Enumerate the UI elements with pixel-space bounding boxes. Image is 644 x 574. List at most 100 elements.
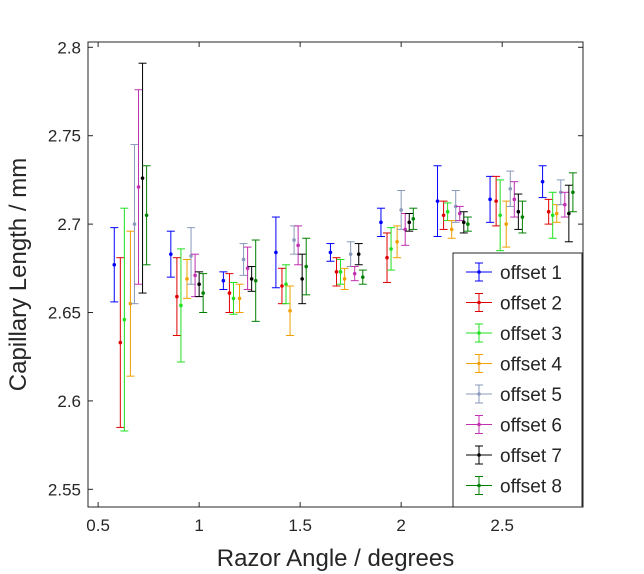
data-point <box>407 220 412 225</box>
data-point <box>571 190 575 195</box>
legend-item[interactable]: offset 7 <box>466 445 562 467</box>
plot-frame <box>87 41 584 508</box>
legend-item[interactable]: offset 5 <box>466 384 562 406</box>
data-point <box>132 222 137 226</box>
data-point <box>189 254 193 258</box>
data-point <box>221 278 226 283</box>
data-point <box>292 238 296 242</box>
legend-swatch-dot <box>477 453 481 457</box>
data-point <box>356 252 361 256</box>
data-point <box>563 202 567 207</box>
data-point <box>498 213 502 218</box>
data-point <box>360 275 365 279</box>
legend-item[interactable]: offset 4 <box>466 354 562 376</box>
y-tick-label: 2.7 <box>57 215 81 234</box>
legend-swatch-dot <box>477 270 481 274</box>
legend-label: offset 2 <box>500 294 562 315</box>
data-point <box>231 296 236 301</box>
legend-label: offset 1 <box>500 263 562 284</box>
data-point <box>122 317 127 322</box>
data-point <box>466 222 470 226</box>
data-point <box>385 255 389 260</box>
legend-item[interactable]: offset 2 <box>466 293 562 315</box>
data-point <box>296 243 300 248</box>
x-tick-label: 1.5 <box>288 516 312 535</box>
data-point <box>399 208 403 212</box>
data-point <box>185 277 189 281</box>
y-tick-label: 2.75 <box>48 127 81 146</box>
x-tick-label: 2.5 <box>490 516 514 535</box>
data-point <box>435 199 440 203</box>
legend-label: offset 8 <box>500 477 562 498</box>
data-point <box>245 266 250 271</box>
data-point <box>441 213 446 218</box>
legend-swatch-dot <box>477 392 481 396</box>
data-point <box>411 217 416 221</box>
legend-item[interactable]: offset 1 <box>466 262 562 284</box>
data-point <box>253 278 258 283</box>
data-point <box>288 308 292 313</box>
axis-ticks: 0.5 1 1.5 2 2.5 2.55 2.6 2.65 2.7 2.75 2.8 <box>48 38 583 535</box>
data-point <box>453 204 458 209</box>
data-point <box>488 197 492 202</box>
legend-label: offset 7 <box>500 446 562 467</box>
data-point <box>274 250 278 255</box>
legend-swatch-dot <box>477 361 481 366</box>
data-point <box>512 197 517 202</box>
data-point <box>395 239 399 244</box>
series-5 <box>130 144 565 305</box>
data-point <box>300 277 304 281</box>
data-point <box>403 227 408 232</box>
data-point <box>352 271 357 276</box>
data-point <box>241 257 246 262</box>
data-point <box>201 291 205 295</box>
data-point <box>494 199 498 203</box>
data-point <box>112 262 117 267</box>
x-tick-label: 0.5 <box>86 516 110 535</box>
data-point <box>558 190 563 195</box>
data-point <box>567 211 571 216</box>
legend-label: offset 3 <box>500 324 562 345</box>
data-point <box>516 209 521 214</box>
legend-item[interactable]: offset 6 <box>466 415 562 437</box>
data-point <box>348 252 353 256</box>
y-axis-label: Capillary Length / mm <box>5 158 32 391</box>
data-point <box>338 270 343 274</box>
y-tick-label: 2.65 <box>48 304 81 323</box>
data-point <box>504 222 509 226</box>
legend-label: offset 4 <box>500 355 562 376</box>
data-point <box>334 270 339 274</box>
data-marks <box>110 62 577 432</box>
data-point <box>237 296 242 301</box>
data-point <box>328 250 333 255</box>
data-point <box>227 291 232 295</box>
data-point <box>175 294 179 299</box>
y-tick-label: 2.8 <box>57 38 81 57</box>
data-point <box>540 179 545 184</box>
data-point <box>520 215 525 219</box>
series-2 <box>116 175 553 428</box>
data-point <box>550 213 555 218</box>
data-point <box>144 213 149 218</box>
series-3 <box>120 179 557 432</box>
data-point <box>128 301 133 306</box>
legend-item[interactable]: offset 8 <box>466 476 562 498</box>
legend-swatch-dot <box>477 422 481 427</box>
x-tick-label: 2 <box>396 516 405 535</box>
data-point <box>284 282 288 287</box>
x-axis-label: Razor Angle / degrees <box>217 545 454 572</box>
legend-box <box>452 252 583 508</box>
series-4 <box>126 200 561 377</box>
data-point <box>140 176 145 180</box>
data-point <box>461 220 466 225</box>
legend-swatch-dot <box>477 300 481 305</box>
data-point <box>118 340 123 345</box>
legend[interactable]: offset 1 offset 2 offset 3 offset 4 offset 5… <box>452 252 583 508</box>
data-point <box>554 211 559 216</box>
y-tick-label: 2.55 <box>48 480 81 499</box>
data-point <box>445 209 450 214</box>
data-point <box>280 284 284 288</box>
legend-swatch-dot <box>477 331 481 335</box>
legend-item[interactable]: offset 3 <box>466 323 562 345</box>
